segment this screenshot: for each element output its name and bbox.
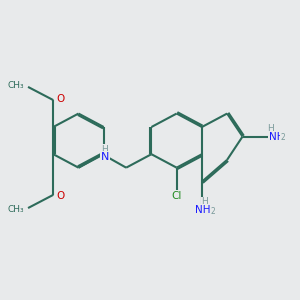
Text: CH₃: CH₃ <box>7 205 24 214</box>
Text: H: H <box>101 145 108 154</box>
Text: N: N <box>100 152 109 162</box>
Text: Cl: Cl <box>172 191 182 201</box>
Text: H: H <box>267 124 274 133</box>
Text: CH₃: CH₃ <box>7 81 24 90</box>
Text: H: H <box>201 197 208 206</box>
Text: 2: 2 <box>211 207 215 216</box>
Text: NH: NH <box>195 205 210 215</box>
Text: NH: NH <box>269 131 285 142</box>
Text: 2: 2 <box>281 133 286 142</box>
Text: O: O <box>56 191 64 201</box>
Text: O: O <box>56 94 64 104</box>
